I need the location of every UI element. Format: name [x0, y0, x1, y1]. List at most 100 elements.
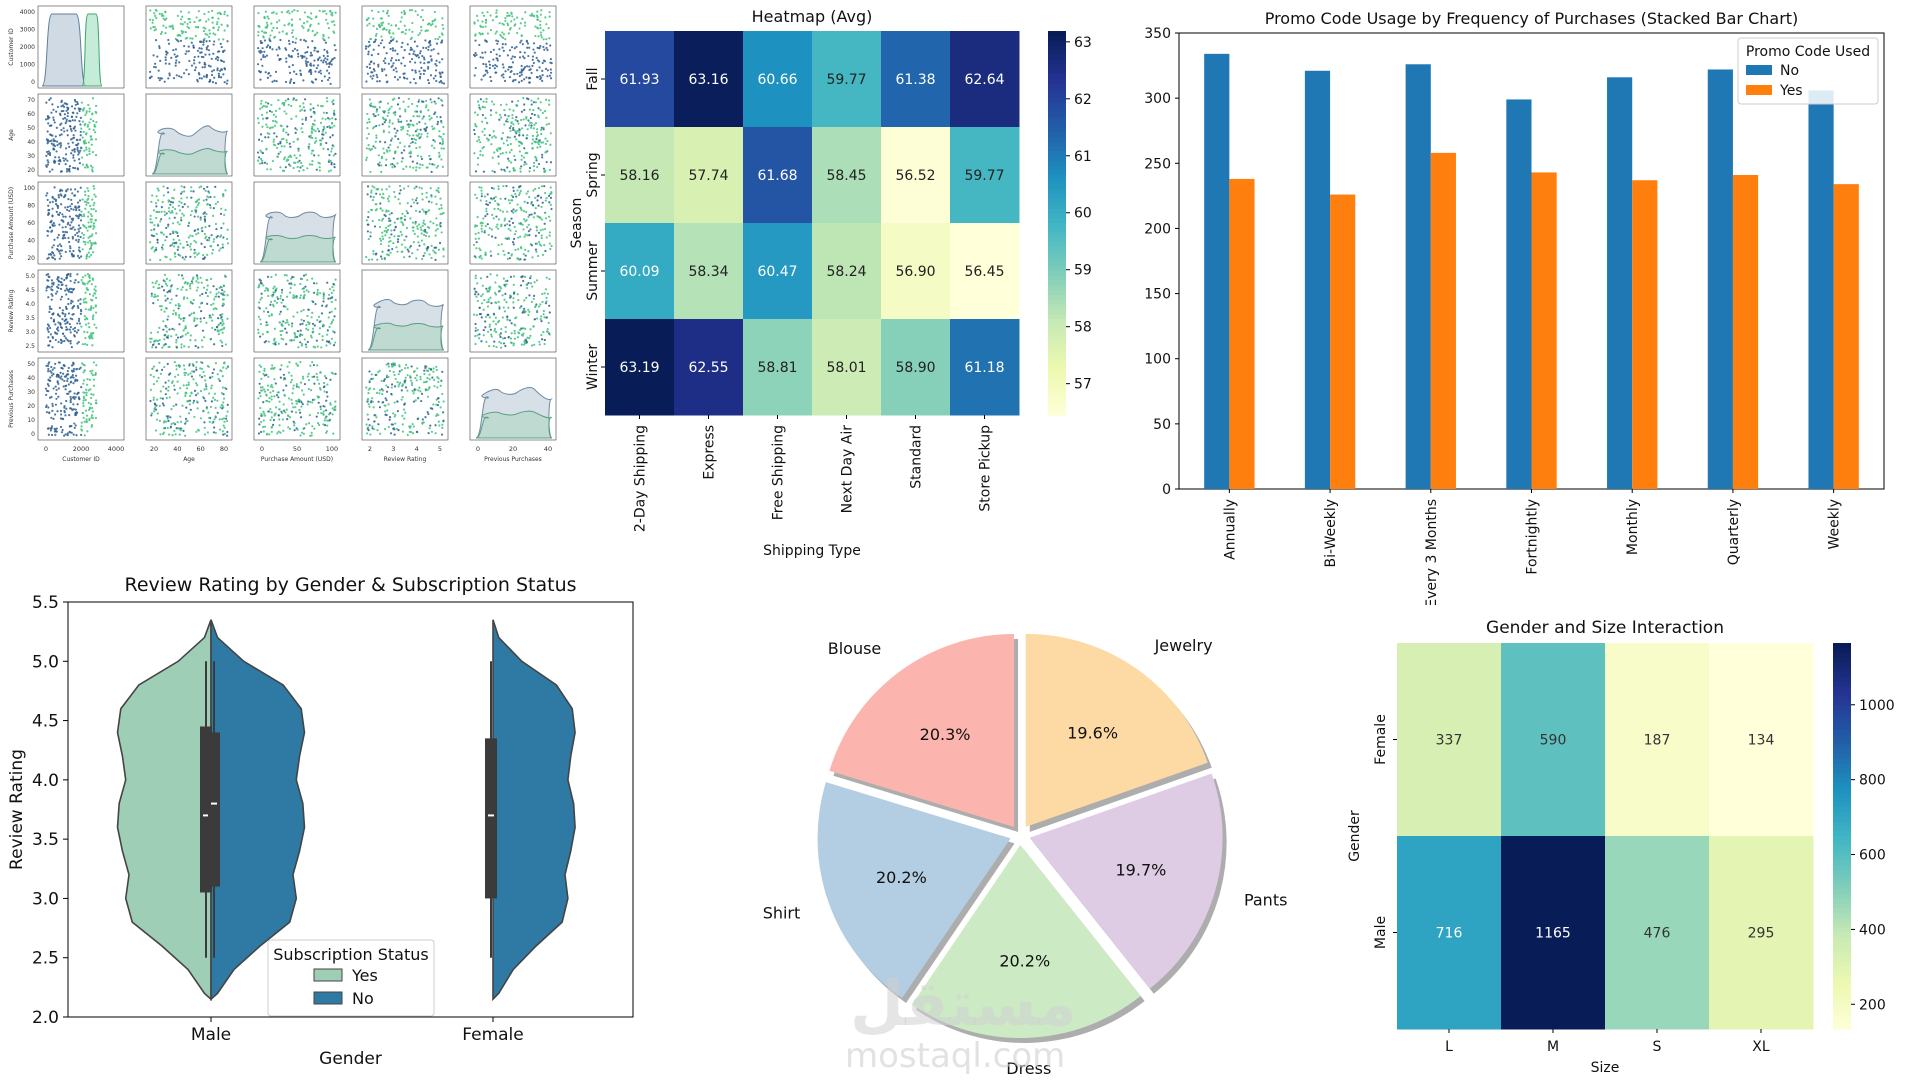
scatter-point [324, 60, 328, 64]
scatter-point [426, 67, 430, 70]
scatter-point [418, 121, 421, 124]
scatter-point [310, 431, 313, 434]
scatter-point [203, 336, 206, 339]
scatter-point [76, 254, 80, 258]
scatter-point [56, 204, 60, 208]
scatter-point [366, 230, 369, 233]
scatter-point [260, 412, 263, 416]
scatter-point [57, 196, 61, 199]
scatter-point [225, 367, 228, 370]
scatter-point [334, 48, 337, 52]
scatter-point [216, 373, 219, 376]
scatter-point [202, 370, 205, 374]
scatter-point [419, 111, 422, 114]
scatter-point [207, 411, 210, 414]
scatter-point [223, 81, 226, 84]
scatter-point [370, 191, 373, 194]
scatter-point [550, 71, 553, 74]
scatter-point [411, 30, 414, 33]
scatter-point [61, 318, 64, 321]
scatter-point [545, 296, 548, 299]
scatter-point [217, 377, 220, 381]
scatter-point [90, 414, 94, 417]
scatter-point [528, 77, 531, 80]
scatter-point [367, 45, 370, 48]
scatter-point [532, 204, 535, 207]
scatter-point [527, 308, 530, 311]
scatter-point [278, 418, 281, 421]
scatter-point [73, 119, 77, 122]
scatter-point [60, 249, 64, 252]
scatter-point [536, 146, 539, 149]
scatter-point [283, 103, 286, 106]
scatter-point [70, 152, 73, 155]
scatter-point [198, 47, 201, 50]
scatter-point [187, 17, 190, 21]
scatter-point [295, 73, 298, 76]
scatter-point [303, 290, 306, 293]
scatter-point [419, 61, 422, 64]
scatter-point [484, 320, 487, 323]
scatter-point [371, 185, 374, 188]
scatter-point [197, 232, 200, 235]
scatter-point [388, 107, 392, 110]
scatter-point [186, 331, 189, 335]
scatter-point [173, 388, 176, 391]
scatter-point [497, 162, 500, 165]
scatter-point [502, 33, 506, 36]
scatter-point [216, 317, 220, 320]
scatter-point [55, 210, 58, 213]
scatter-point [276, 54, 279, 57]
scatter-point [173, 188, 176, 191]
scatter-point [206, 195, 209, 198]
scatter-point [409, 150, 412, 153]
scatter-point [163, 210, 166, 213]
scatter-point [259, 322, 263, 326]
scatter-point [214, 33, 217, 36]
scatter-point [385, 188, 388, 191]
scatter-point [434, 111, 437, 114]
scatter-point [306, 321, 310, 324]
scatter-point [328, 311, 331, 314]
pair-y-tick: 100 [24, 185, 36, 192]
scatter-point [53, 144, 57, 148]
scatter-point [396, 129, 399, 132]
scatter-point [322, 410, 325, 413]
scatter-point [375, 136, 378, 139]
scatter-point [273, 414, 276, 417]
scatter-point [64, 388, 67, 391]
scatter-point [57, 213, 61, 217]
scatter-point [59, 325, 63, 329]
scatter-point [275, 27, 279, 30]
scatter-point [497, 40, 500, 43]
scatter-point [472, 243, 476, 247]
pair-x-tick: 20 [150, 445, 158, 453]
scatter-point [420, 133, 423, 136]
scatter-point [398, 76, 402, 79]
scatter-point [306, 375, 309, 378]
scatter-point [151, 281, 154, 284]
scatter-point [314, 78, 317, 81]
scatter-point [366, 223, 369, 226]
scatter-point [69, 205, 72, 208]
scatter-point [51, 374, 54, 377]
scatter-point [68, 215, 71, 218]
scatter-point [176, 234, 180, 238]
scatter-point [370, 9, 374, 12]
scatter-point [150, 200, 153, 203]
scatter-point [274, 144, 277, 147]
scatter-point [317, 71, 321, 74]
scatter-point [189, 21, 192, 24]
scatter-point [220, 76, 223, 79]
scatter-point [519, 235, 522, 238]
scatter-point [210, 57, 213, 60]
scatter-point [391, 137, 394, 140]
scatter-point [306, 50, 309, 54]
scatter-point [198, 374, 202, 377]
scatter-point [479, 56, 482, 59]
scatter-point [284, 411, 287, 414]
scatter-point [333, 163, 336, 166]
scatter-point [224, 386, 227, 389]
scatter-point [169, 203, 172, 206]
scatter-point [203, 433, 207, 436]
